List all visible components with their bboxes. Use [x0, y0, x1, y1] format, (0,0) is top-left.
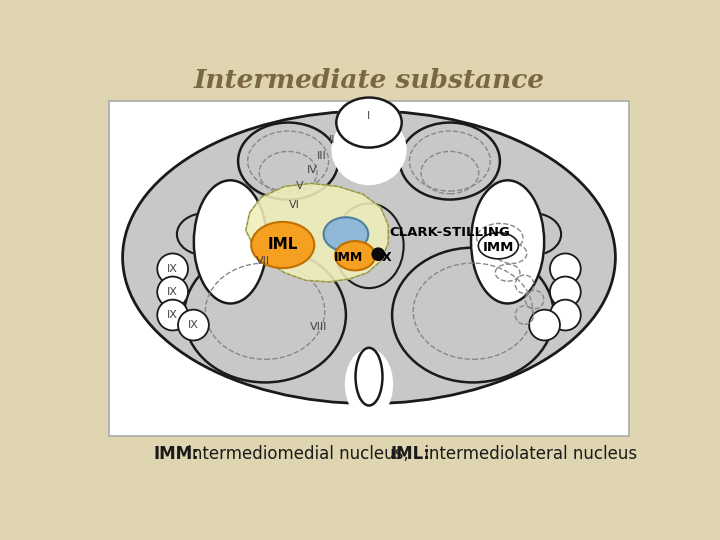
Text: II: II [329, 135, 336, 145]
Ellipse shape [323, 217, 368, 251]
Ellipse shape [346, 350, 392, 419]
Ellipse shape [392, 248, 554, 382]
Text: I: I [367, 111, 371, 122]
Text: IML: IML [268, 238, 298, 253]
Ellipse shape [184, 248, 346, 382]
Ellipse shape [238, 123, 338, 200]
Text: CLARK-STILLING: CLARK-STILLING [390, 226, 510, 239]
Text: V: V [296, 181, 304, 192]
Circle shape [178, 309, 209, 340]
Ellipse shape [334, 204, 404, 288]
Text: Intermediate substance: Intermediate substance [194, 68, 544, 93]
Ellipse shape [194, 180, 267, 303]
Polygon shape [246, 184, 388, 282]
Ellipse shape [503, 213, 561, 255]
Circle shape [372, 248, 384, 260]
Text: IMM: IMM [482, 241, 514, 254]
Circle shape [157, 253, 188, 284]
Circle shape [550, 276, 581, 307]
Circle shape [550, 253, 581, 284]
Text: IX: IX [167, 287, 178, 297]
Text: IX: IX [167, 264, 178, 274]
Circle shape [157, 276, 188, 307]
Ellipse shape [333, 115, 405, 184]
Ellipse shape [122, 111, 616, 403]
Ellipse shape [478, 233, 518, 259]
Text: IX: IX [188, 320, 199, 330]
Text: IV: IV [307, 165, 318, 176]
Ellipse shape [471, 180, 544, 303]
Ellipse shape [356, 348, 382, 406]
Text: X: X [382, 251, 392, 264]
Circle shape [550, 300, 581, 330]
Circle shape [529, 309, 560, 340]
Ellipse shape [251, 222, 315, 268]
Text: VIII: VIII [310, 322, 328, 332]
Text: IX: IX [167, 310, 178, 320]
Text: IMM:: IMM: [153, 446, 199, 463]
Text: III: III [316, 151, 326, 161]
Ellipse shape [177, 213, 235, 255]
Ellipse shape [335, 241, 375, 271]
Text: VII: VII [256, 256, 270, 266]
Text: IML:: IML: [390, 446, 431, 463]
Text: IMM: IMM [333, 251, 363, 264]
Circle shape [157, 300, 188, 330]
FancyBboxPatch shape [109, 101, 629, 436]
Ellipse shape [400, 123, 500, 200]
Text: intermediolateral nucleus: intermediolateral nucleus [419, 446, 637, 463]
Text: VI: VI [289, 200, 300, 210]
Text: intermediomedial nucleus,: intermediomedial nucleus, [182, 446, 409, 463]
Ellipse shape [336, 98, 402, 147]
